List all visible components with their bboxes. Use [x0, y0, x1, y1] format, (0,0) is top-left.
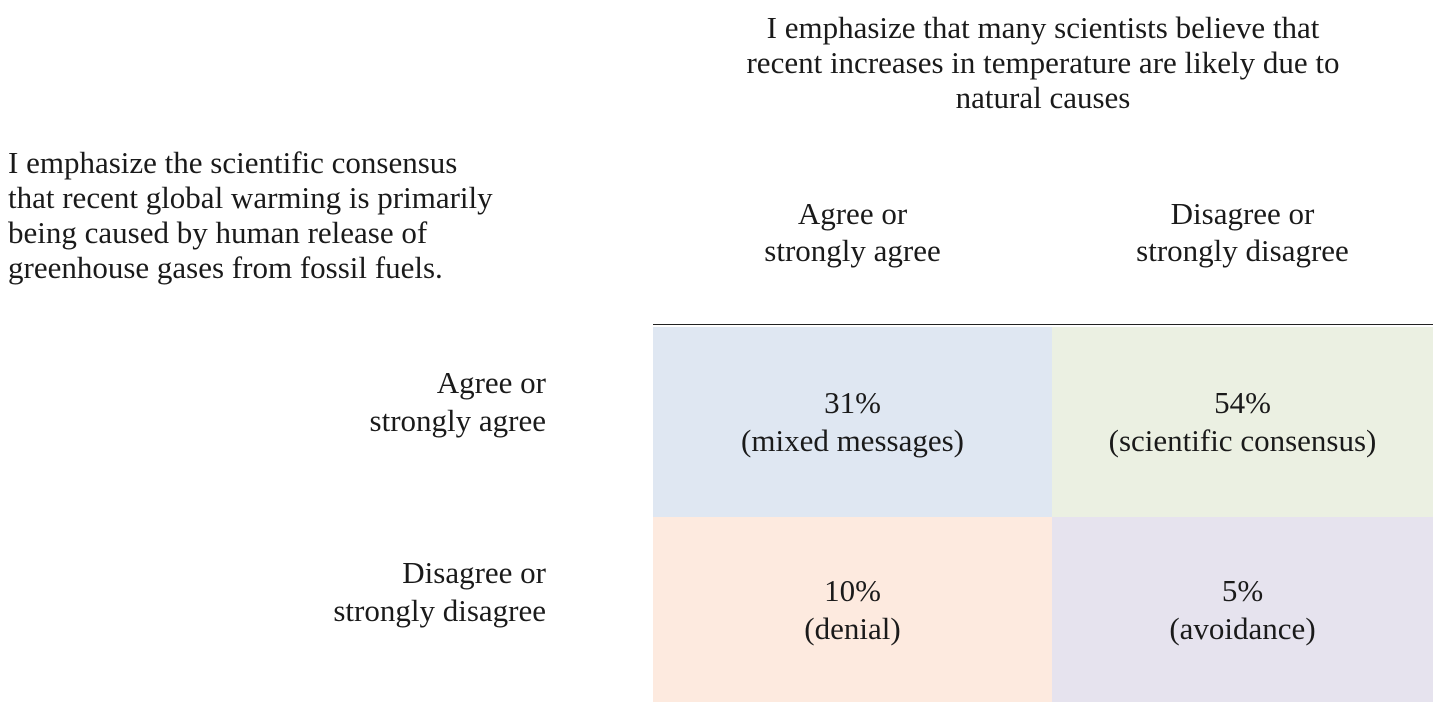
table-cell: 54% (scientific consensus) — [1052, 327, 1433, 517]
text-line: strongly disagree — [333, 593, 546, 628]
text-line: Disagree or — [1170, 196, 1315, 231]
row-label: Agree or strongly agree — [200, 364, 546, 440]
cell-note: (mixed messages) — [741, 423, 964, 458]
text-line: strongly agree — [369, 403, 546, 438]
row-label: Disagree or strongly disagree — [200, 554, 546, 630]
text-line: recent increases in temperature are like… — [746, 45, 1340, 80]
text-line: strongly disagree — [1136, 233, 1349, 268]
text-line: Agree or — [797, 196, 908, 231]
cell-share: 10% — [824, 572, 881, 608]
text-line: I emphasize that many scientists believe… — [766, 10, 1320, 45]
column-question: I emphasize that many scientists believe… — [653, 10, 1433, 115]
column-label: Disagree or strongly disagree — [1052, 195, 1433, 269]
text-line: I emphasize the scientific consensus — [8, 145, 458, 180]
cell-share: 5% — [1221, 572, 1264, 608]
text-line: that recent global warming is primarily — [8, 180, 493, 215]
table-cell: 31% (mixed messages) — [653, 327, 1052, 517]
cell-note: (avoidance) — [1169, 610, 1316, 646]
cell-share: 31% — [824, 385, 881, 420]
cell-share: 54% — [1214, 385, 1271, 420]
cell-note: (denial) — [804, 610, 901, 646]
text-line: Agree or — [436, 365, 546, 400]
text-line: being caused by human release of — [8, 215, 428, 250]
cell-note: (scientific consensus) — [1108, 423, 1377, 458]
table-cell: 10% (denial) — [653, 517, 1052, 702]
column-label: Agree or strongly agree — [653, 195, 1052, 269]
table-cell: 5% (avoidance) — [1052, 517, 1433, 702]
text-line: strongly agree — [764, 233, 941, 268]
row-question: I emphasize the scientific consensus that… — [8, 145, 493, 285]
text-line: greenhouse gases from fossil fuels. — [8, 250, 443, 285]
text-line: Disagree or — [402, 555, 546, 590]
header-rule — [653, 324, 1433, 325]
text-line: natural causes — [955, 80, 1131, 115]
